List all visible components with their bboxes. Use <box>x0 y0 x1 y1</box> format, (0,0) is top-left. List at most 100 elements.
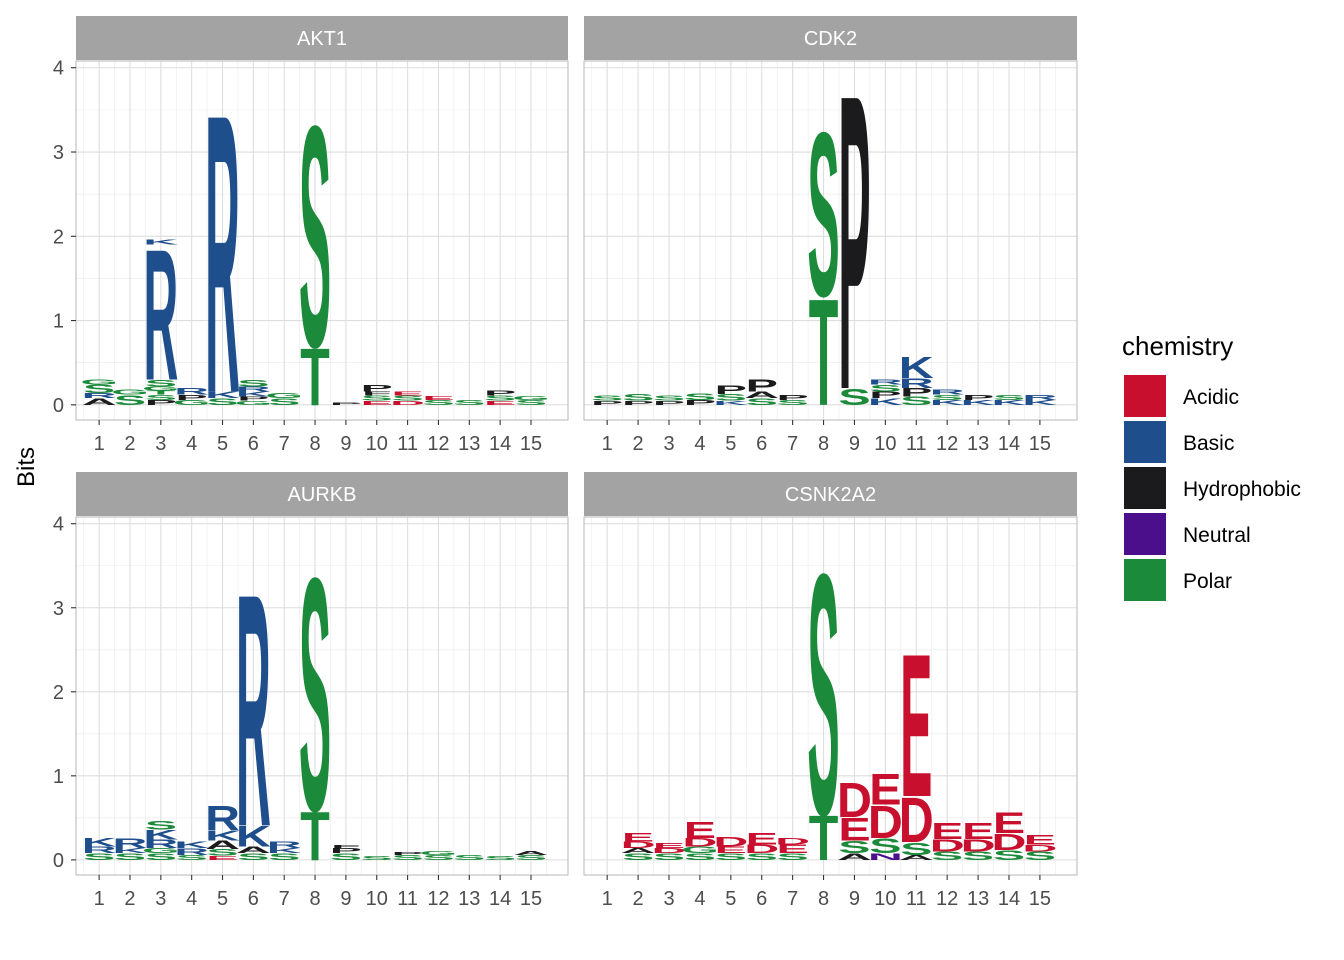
logo-letter-k: K <box>930 399 965 407</box>
y-tick-label: 1 <box>53 766 64 788</box>
facet-panel-csnk2a2: CSNK2A2SADESDESGDESEDSDESEDTSASEDNSDEASD… <box>583 472 1078 910</box>
x-tick-label: 6 <box>248 888 259 910</box>
x-tick-label: 10 <box>874 433 896 455</box>
logo-letter-d: D <box>775 836 810 846</box>
y-tick-label: 1 <box>53 311 64 333</box>
logo-letter-s: S <box>391 395 423 403</box>
logo-letter-r: R <box>868 379 903 387</box>
x-tick-label: 3 <box>155 433 166 455</box>
logo-letter-d: D <box>899 786 934 857</box>
facet-panel-aurkb: AURKBSRKSKRSGRKSSRKESAKRSAKRSKRTSSPFSSPS… <box>53 472 569 910</box>
x-tick-label: 9 <box>340 433 351 455</box>
logo-letter-k: K <box>174 840 209 850</box>
x-tick-label: 4 <box>186 433 197 455</box>
logo-letter-r: R <box>143 210 178 420</box>
logo-letter-e: E <box>653 842 685 850</box>
x-tick-label: 14 <box>998 433 1020 455</box>
logo-letter-p: P <box>869 390 901 400</box>
logo-letter-s: S <box>746 397 778 407</box>
x-tick-label: 6 <box>248 433 259 455</box>
logo-letter-g: G <box>80 379 118 387</box>
logo-letter-t: T <box>146 390 176 396</box>
logo-letter-t: T <box>809 267 839 437</box>
logo-letter-s: S <box>361 395 393 403</box>
logo-letter-s: S <box>484 855 516 861</box>
logo-letter-s: S <box>653 852 685 862</box>
x-tick-label: 3 <box>663 433 674 455</box>
x-tick-label: 8 <box>818 888 829 910</box>
logo-letter-a: A <box>837 852 872 862</box>
y-tick-label: 3 <box>53 598 64 620</box>
y-tick-label: 0 <box>53 395 64 417</box>
logo-letter-e: E <box>206 855 238 861</box>
logo-letter-a: A <box>899 854 934 862</box>
logo-letter-a: A <box>205 839 240 852</box>
logo-letter-s: S <box>515 399 547 407</box>
logo-letter-s: S <box>391 854 423 862</box>
logo-letter-r: R <box>1022 394 1057 402</box>
logo-letter-s: S <box>453 854 485 862</box>
logo-letter-s: S <box>684 852 716 862</box>
logo-letter-e: E <box>993 807 1025 839</box>
logo-letter-s: S <box>206 847 238 857</box>
logo-letter-d: D <box>652 847 687 855</box>
logo-letter-g: G <box>142 385 180 391</box>
logo-letter-s: S <box>422 399 454 407</box>
x-tick-label: 6 <box>756 888 767 910</box>
x-tick-label: 10 <box>366 433 388 455</box>
x-tick-label: 15 <box>1029 433 1051 455</box>
logo-letter-s: S <box>83 383 115 396</box>
logo-letter-p: P <box>484 389 516 397</box>
logo-letter-a: A <box>236 845 271 855</box>
logo-letter-e: E <box>684 818 716 844</box>
logo-letter-k: K <box>961 399 996 407</box>
logo-letter-d: D <box>390 400 425 406</box>
logo-letter-g: G <box>512 395 550 401</box>
logo-letter-p: P <box>145 399 177 407</box>
logo-letter-k: K <box>236 821 271 853</box>
logo-letter-s: S <box>145 394 177 402</box>
x-tick-label: 12 <box>427 433 449 455</box>
x-tick-label: 15 <box>520 888 542 910</box>
x-tick-label: 14 <box>489 433 511 455</box>
logo-letter-s: S <box>237 852 269 862</box>
facet-strip-label: CDK2 <box>804 28 857 50</box>
logo-letter-k: K <box>82 836 118 849</box>
x-tick-label: 7 <box>787 888 798 910</box>
logo-letter-s: S <box>453 399 485 407</box>
logo-letter-s: S <box>145 378 177 388</box>
x-tick-label: 5 <box>725 433 736 455</box>
logo-letter-s: S <box>206 396 238 406</box>
y-tick-label: 3 <box>53 142 64 164</box>
y-axis-title: Bits <box>13 447 40 487</box>
x-tick-label: 6 <box>756 433 767 455</box>
logo-letter-s: S <box>176 854 208 862</box>
logo-letter-g: G <box>111 389 149 397</box>
x-tick-label: 9 <box>849 888 860 910</box>
logo-letter-k: K <box>267 847 302 855</box>
logo-letter-r: R <box>236 385 271 393</box>
x-tick-label: 3 <box>663 888 674 910</box>
logo-letter-e: E <box>391 390 423 396</box>
logo-letter-d: D <box>961 836 996 856</box>
x-tick-label: 5 <box>217 433 228 455</box>
facet-strip-label: AKT1 <box>297 28 347 50</box>
x-tick-label: 5 <box>217 888 228 910</box>
logo-letter-r: R <box>930 389 965 397</box>
logo-letter-k: K <box>868 397 903 407</box>
logo-letter-d: D <box>682 836 717 849</box>
logo-letter-r: R <box>174 386 209 396</box>
x-tick-label: 7 <box>279 888 290 910</box>
facet-strip <box>76 472 568 516</box>
x-tick-label: 1 <box>602 433 613 455</box>
y-tick-label: 4 <box>53 58 64 80</box>
logo-letter-k: K <box>1022 399 1057 407</box>
logo-letter-s: S <box>299 59 331 413</box>
logo-letter-a: A <box>621 847 656 855</box>
x-tick-label: 1 <box>94 433 105 455</box>
x-tick-label: 12 <box>427 888 449 910</box>
logo-letter-s: S <box>299 510 331 881</box>
facet-panels: AKT1ARSGSGPSTGSRKGPRSKRGPKRSSGTSPESFPDSE… <box>53 7 1078 910</box>
logo-letter-e: E <box>715 845 747 855</box>
